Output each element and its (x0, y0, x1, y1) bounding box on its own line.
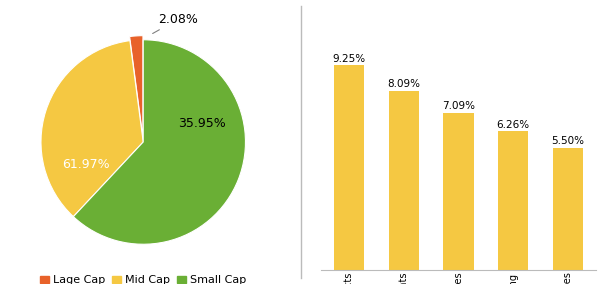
Text: 9.25%: 9.25% (332, 54, 365, 64)
Text: 61.97%: 61.97% (63, 158, 110, 171)
Bar (553, 148, 583, 270)
Bar (334, 65, 364, 270)
Bar (389, 91, 419, 270)
Wedge shape (130, 36, 143, 138)
Text: 7.09%: 7.09% (442, 101, 475, 111)
Text: 6.26%: 6.26% (497, 120, 530, 130)
Bar (443, 113, 473, 270)
Wedge shape (73, 40, 246, 244)
Text: 5.50%: 5.50% (551, 136, 585, 147)
Legend: Lage Cap, Mid Cap, Small Cap: Lage Cap, Mid Cap, Small Cap (36, 271, 251, 284)
Text: 2.08%: 2.08% (153, 12, 198, 34)
Text: 35.95%: 35.95% (177, 117, 225, 130)
Text: 8.09%: 8.09% (387, 79, 420, 89)
Bar (498, 131, 528, 270)
Wedge shape (41, 41, 143, 217)
